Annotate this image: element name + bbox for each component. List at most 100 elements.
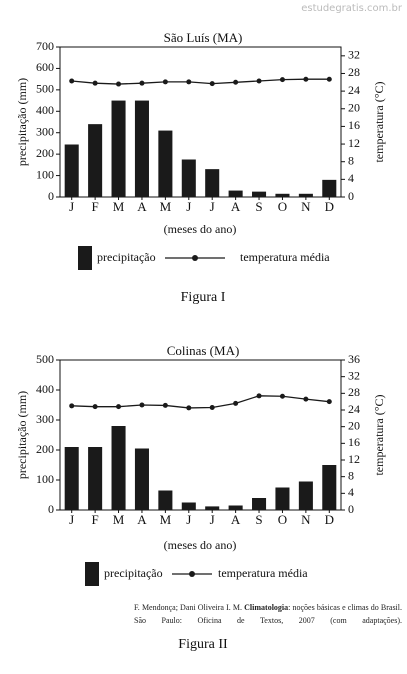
- y-tick-label: 0: [48, 502, 54, 516]
- point: [92, 404, 98, 410]
- legend-label: precipitação: [104, 566, 163, 580]
- line: [71, 78, 330, 85]
- point: [209, 405, 215, 410]
- point: [279, 77, 285, 83]
- point: [256, 78, 262, 84]
- y2-tick-label: 8: [348, 468, 354, 482]
- point: [69, 78, 75, 84]
- bar: [158, 130, 173, 197]
- x-tick-label: N: [301, 512, 311, 527]
- point: [116, 81, 122, 87]
- x-tick-label: F: [92, 512, 99, 527]
- x-tick-label: J: [186, 199, 191, 214]
- y2-tick-label: 24: [348, 402, 360, 416]
- x-tick-label: D: [325, 199, 334, 214]
- bar: [298, 193, 313, 197]
- legend-dot: [192, 255, 198, 261]
- legend-dot: [189, 571, 195, 577]
- point: [256, 393, 262, 399]
- point: [92, 80, 98, 86]
- point: [303, 396, 309, 402]
- legend-label: precipitação: [97, 250, 156, 264]
- bar: [298, 481, 313, 510]
- legend-label: temperatura média: [218, 566, 308, 580]
- y-tick-label: 700: [36, 39, 54, 53]
- point: [139, 402, 145, 408]
- point: [162, 79, 168, 85]
- x-tick-label: A: [137, 512, 147, 527]
- line: [71, 395, 330, 409]
- point: [326, 76, 332, 82]
- point: [233, 79, 239, 85]
- bar: [322, 465, 337, 510]
- x-tick-label: O: [278, 512, 287, 527]
- y2-tick-label: 28: [348, 385, 360, 399]
- bar: [205, 506, 220, 510]
- point: [116, 404, 122, 410]
- x-tick-label: A: [137, 199, 147, 214]
- bar: [88, 447, 103, 510]
- bar: [64, 144, 79, 197]
- y2-tick-label: 24: [348, 83, 360, 97]
- y2-tick-label: 8: [348, 153, 354, 167]
- x-tick-label: N: [301, 199, 311, 214]
- source: F. Mendonça; Dani Oliveira I. M. Climato…: [134, 601, 402, 627]
- y2-tick-label: 12: [348, 452, 360, 466]
- x-tick-label: S: [255, 199, 262, 214]
- x-tick-label: M: [113, 512, 125, 527]
- point: [186, 405, 192, 411]
- y-tick-label: 200: [36, 442, 54, 456]
- bar: [111, 100, 126, 197]
- legend-swatch: [78, 246, 92, 270]
- bar: [181, 502, 196, 510]
- y2-tick-label: 16: [348, 118, 360, 132]
- point: [139, 80, 145, 86]
- bar: [181, 159, 196, 197]
- y-axis-label: precipitação (mm): [15, 78, 29, 166]
- y-tick-label: 200: [36, 146, 54, 160]
- plot-frame: [59, 46, 342, 198]
- bar: [275, 193, 290, 197]
- x-tick-label: M: [160, 199, 172, 214]
- bar: [275, 487, 290, 510]
- x-tick-label: J: [210, 199, 215, 214]
- bar: [158, 490, 173, 510]
- source-authors: F. Mendonça; Dani Oliveira I. M.: [134, 603, 242, 612]
- y2-tick-label: 4: [348, 485, 354, 499]
- bar: [252, 191, 267, 197]
- chart-title: São Luís (MA): [164, 30, 243, 45]
- y-tick-label: 100: [36, 472, 54, 486]
- bar: [64, 447, 79, 510]
- x-tick-label: J: [210, 512, 215, 527]
- x-tick-label: M: [160, 512, 172, 527]
- y2-tick-label: 32: [348, 368, 360, 382]
- bar: [134, 448, 149, 510]
- x-axis-label: (meses do ano): [164, 222, 237, 236]
- y2-axis-label: temperatura (°C): [372, 394, 386, 475]
- x-tick-label: F: [92, 199, 99, 214]
- point: [326, 399, 332, 405]
- bar: [228, 505, 243, 510]
- y2-tick-label: 32: [348, 48, 360, 62]
- y2-tick-label: 28: [348, 65, 360, 79]
- figure-caption: Figura I: [181, 290, 226, 305]
- point: [233, 400, 239, 406]
- y2-tick-label: 4: [348, 171, 354, 185]
- y2-tick-label: 36: [348, 352, 360, 366]
- point: [69, 403, 75, 409]
- y-tick-label: 500: [36, 82, 54, 96]
- chart-title: Colinas (MA): [167, 343, 240, 358]
- y-tick-label: 500: [36, 352, 54, 366]
- point: [303, 76, 309, 82]
- y-tick-label: 600: [36, 60, 54, 74]
- watermark: estudegratis.com.br: [301, 3, 403, 14]
- y2-tick-label: 16: [348, 435, 360, 449]
- point: [209, 81, 215, 87]
- point: [186, 79, 192, 85]
- y2-tick-label: 20: [348, 101, 360, 115]
- bar: [228, 190, 243, 197]
- y2-axis-label: temperatura (°C): [372, 81, 386, 162]
- point: [279, 393, 285, 399]
